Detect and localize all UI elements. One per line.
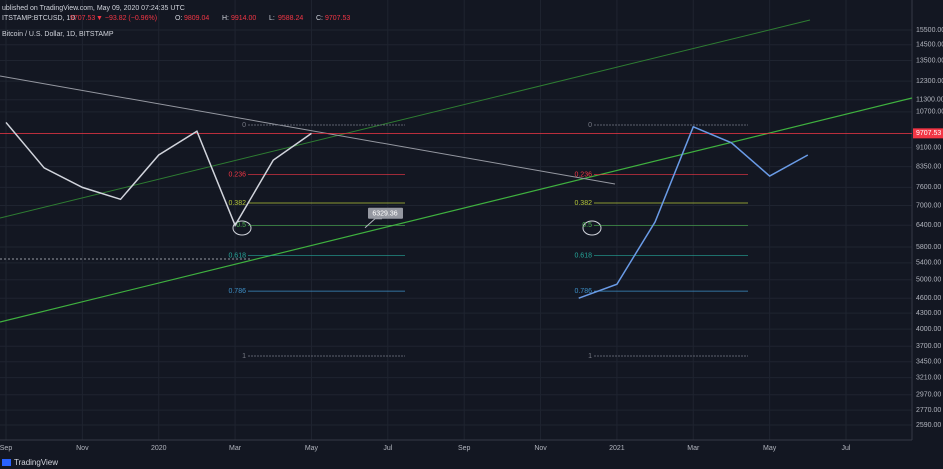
fib-label: 1 <box>242 353 246 360</box>
x-tick-label: Nov <box>76 445 89 452</box>
x-tick-label: Sep <box>0 445 12 452</box>
ohlc-label: L: <box>269 15 275 22</box>
price-line <box>578 125 809 299</box>
ohlc-value: 9809.04 <box>184 15 209 22</box>
x-tick-label: 2020 <box>151 445 167 452</box>
x-tick-label: May <box>763 445 777 452</box>
trend-line <box>0 75 616 185</box>
y-tick-label: 5400.00 <box>916 260 941 267</box>
fib-label: 0.236 <box>228 172 246 179</box>
y-tick-label: 11300.00 <box>916 97 943 104</box>
fib-label: 0.236 <box>574 172 592 179</box>
y-tick-label: 9100.00 <box>916 144 941 151</box>
highlight-circle <box>582 220 602 236</box>
fib-label: 0 <box>588 122 592 129</box>
x-tick-label: 2021 <box>609 445 625 452</box>
published: ublished on TradingView.com, May 09, 202… <box>2 5 185 12</box>
fib-label: 0.618 <box>228 252 246 259</box>
trend-line <box>0 97 913 323</box>
fib-label: 0.5 <box>236 222 246 229</box>
y-tick-label: 2590.00 <box>916 422 941 429</box>
y-tick-label: 7600.00 <box>916 184 941 191</box>
ohlc-value: 9914.00 <box>231 15 256 22</box>
callout-box <box>368 207 403 219</box>
y-tick-label: 3210.00 <box>916 374 941 381</box>
fib-label: 0.786 <box>574 288 592 295</box>
y-tick-label: 3450.00 <box>916 359 941 366</box>
last: 9707.53 <box>70 15 95 22</box>
y-tick-label: 13500.00 <box>916 57 943 64</box>
x-tick-label: Mar <box>229 445 242 452</box>
fib-label: 0.786 <box>228 288 246 295</box>
y-tick-label: 4000.00 <box>916 326 941 333</box>
y-tick-label: 15500.00 <box>916 27 943 34</box>
x-tick-label: Mar <box>687 445 700 452</box>
ohlc-label: O: <box>175 15 182 22</box>
fib-label: 0.5 <box>582 222 592 229</box>
change: ▼ −93.82 (−0.96%) <box>96 15 157 22</box>
y-tick-label: 6400.00 <box>916 222 941 229</box>
fib-label: 1 <box>588 353 592 360</box>
highlight-circle <box>232 220 252 236</box>
y-tick-label: 4600.00 <box>916 295 941 302</box>
y-tick-label: 3700.00 <box>916 343 941 350</box>
y-tick-label: 7000.00 <box>916 202 941 209</box>
symbol: ITSTAMP:BTCUSD, 1D <box>2 15 75 22</box>
y-tick-label: 14500.00 <box>916 42 943 49</box>
x-tick-label: Nov <box>534 445 547 452</box>
brand: TradingView <box>14 458 58 467</box>
y-tick-label: 2970.00 <box>916 392 941 399</box>
x-tick-label: Jul <box>842 445 851 452</box>
callout-label: 6329.36 <box>372 211 397 218</box>
trend-line <box>0 19 811 219</box>
instrument: Bitcoin / U.S. Dollar, 1D, BITSTAMP <box>2 31 114 38</box>
ohlc-value: 9707.53 <box>325 15 350 22</box>
ohlc-label: C: <box>316 15 323 22</box>
y-tick-label: 10700.00 <box>916 109 943 116</box>
y-tick-label: 4300.00 <box>916 310 941 317</box>
price-line <box>5 121 312 228</box>
grid <box>0 0 912 440</box>
x-tick-label: Jul <box>383 445 392 452</box>
y-tick-label: 8350.00 <box>916 163 941 170</box>
x-tick-label: Sep <box>458 445 471 452</box>
fib-label: 0.382 <box>228 200 246 207</box>
y-tick-label: 12300.00 <box>916 78 943 85</box>
brand-logo <box>2 459 11 466</box>
fib-label: 0.618 <box>574 252 592 259</box>
last-price-label: 9707.53 <box>916 130 941 137</box>
last-price-box <box>913 128 943 139</box>
fib-label: 0 <box>242 122 246 129</box>
y-tick-label: 2770.00 <box>916 407 941 414</box>
y-tick-label: 5000.00 <box>916 277 941 284</box>
y-tick-label: 5800.00 <box>916 244 941 251</box>
ohlc-label: H: <box>222 15 229 22</box>
fib-label: 0.382 <box>574 200 592 207</box>
ohlc-value: 9588.24 <box>278 15 303 22</box>
x-tick-label: May <box>305 445 319 452</box>
